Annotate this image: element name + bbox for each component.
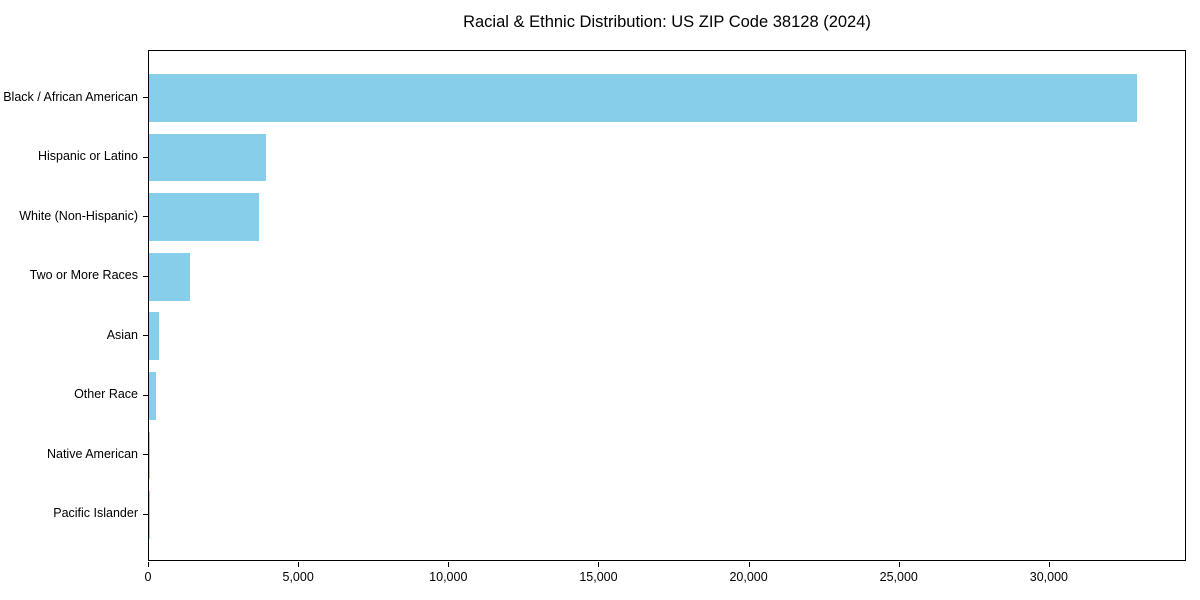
plot-area	[148, 50, 1186, 561]
y-tick-mark	[143, 394, 148, 396]
y-tick-label-asian: Asian	[106, 327, 138, 342]
bar-hispanic-or-latino	[149, 133, 267, 182]
x-tick-mark	[148, 562, 149, 567]
x-tick-mark	[598, 562, 600, 567]
y-tick-label-two-or-more-races: Two or More Races	[29, 268, 138, 283]
bar-other-race	[149, 372, 156, 420]
y-tick-mark	[143, 97, 148, 99]
y-tick-label-black-african-american: Black / African American	[3, 89, 138, 104]
y-tick-label-pacific-islander: Pacific Islander	[53, 506, 138, 521]
y-tick-mark	[143, 156, 148, 158]
y-tick-label-native-american: Native American	[46, 446, 138, 461]
x-tick-label: 15,000	[579, 570, 618, 584]
bar-black-african-american	[149, 74, 1137, 122]
x-tick-mark	[898, 562, 900, 567]
x-tick-label: 20,000	[729, 570, 768, 584]
y-tick-label-white-non-hispanic: White (Non-Hispanic)	[19, 208, 138, 223]
x-tick-mark	[448, 562, 450, 567]
x-tick-label: 25,000	[879, 570, 918, 584]
bar-native-american	[149, 431, 150, 480]
y-tick-mark	[143, 513, 148, 515]
bar-white-non-hispanic	[149, 193, 259, 241]
y-tick-mark	[143, 216, 148, 218]
y-tick-label-other-race: Other Race	[74, 387, 138, 402]
chart-title: Racial & Ethnic Distribution: US ZIP Cod…	[463, 13, 871, 31]
x-tick-mark	[748, 562, 750, 567]
x-tick-label: 10,000	[429, 570, 468, 584]
bar-two-or-more-races	[149, 252, 191, 301]
y-tick-mark	[143, 335, 148, 337]
x-tick-label: 30,000	[1029, 570, 1069, 584]
x-tick-mark	[298, 562, 300, 567]
y-tick-label-hispanic-or-latino: Hispanic or Latino	[37, 149, 138, 164]
y-tick-mark	[143, 275, 148, 277]
x-tick-label: 5,000	[282, 570, 314, 584]
x-tick-mark	[1048, 562, 1050, 567]
bar-asian	[149, 312, 159, 361]
x-tick-label: 0	[144, 570, 152, 584]
y-tick-mark	[143, 454, 148, 456]
